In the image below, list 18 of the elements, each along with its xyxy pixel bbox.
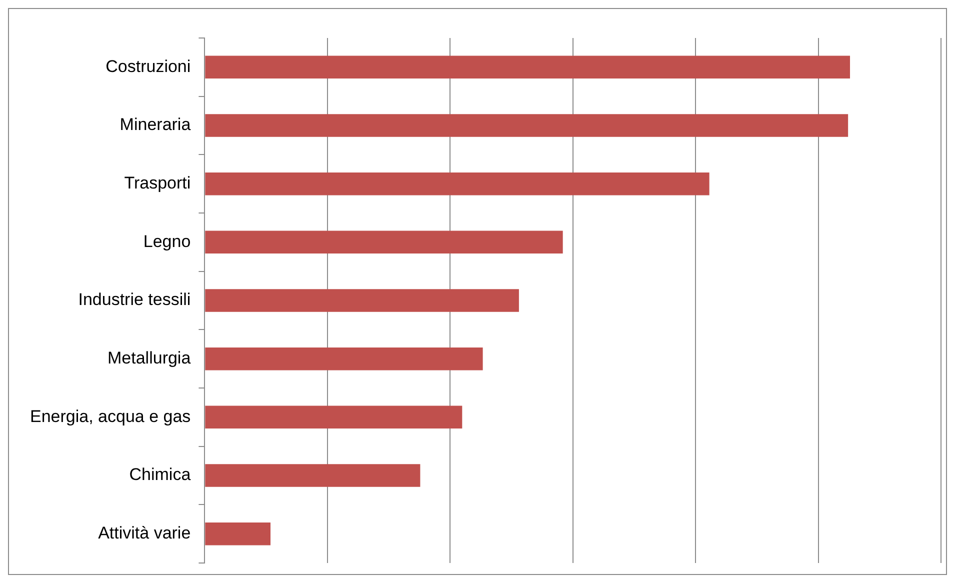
bar: [205, 172, 710, 196]
bar: [205, 522, 270, 546]
y-tick-label: Trasporti: [124, 174, 191, 193]
bar: [205, 406, 462, 429]
y-tick-label: Chimica: [129, 465, 192, 484]
y-tick-label: Legno: [143, 232, 191, 251]
bar: [205, 464, 420, 487]
y-tick-label: Attività varie: [98, 524, 191, 543]
y-tick-label: Industrie tessili: [78, 290, 191, 310]
y-tick-label: Metallurgia: [108, 348, 192, 368]
bar: [205, 56, 850, 79]
y-tick-label: Mineraria: [120, 115, 192, 134]
bar: [205, 230, 563, 254]
y-tick-label: Costruzioni: [106, 56, 191, 76]
bar: [205, 114, 848, 137]
y-tick-label: Energia, acqua e gas: [30, 406, 191, 426]
bar: [205, 347, 483, 370]
bar: [205, 289, 519, 312]
